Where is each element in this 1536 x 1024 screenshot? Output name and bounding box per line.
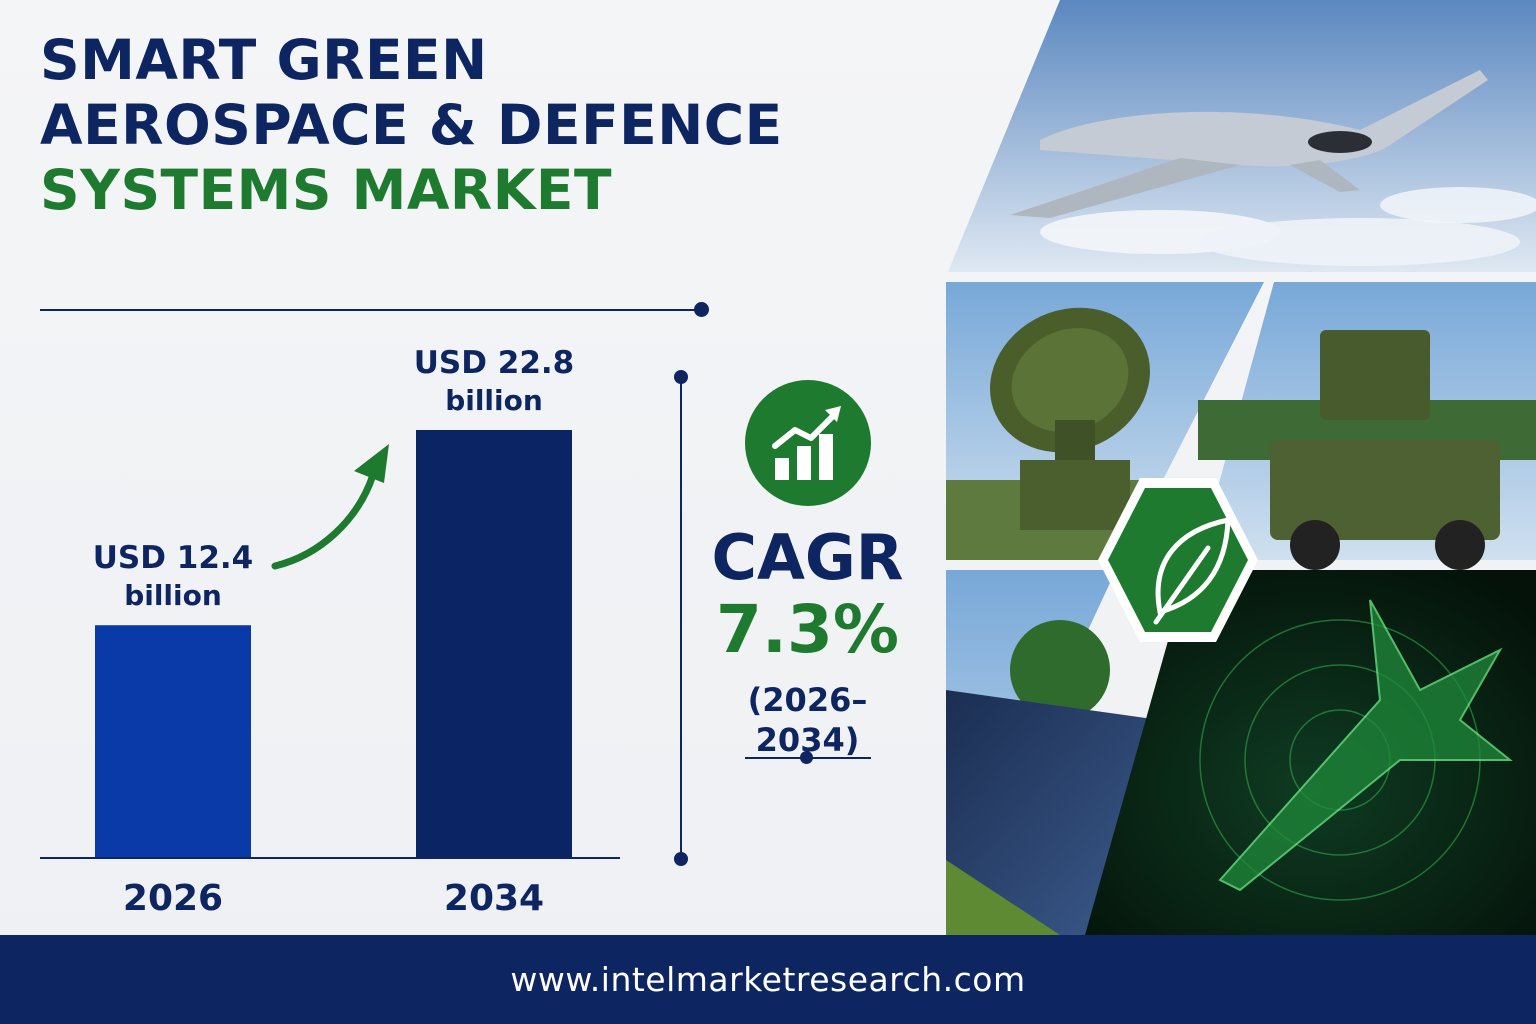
value-label-2034-unit: billion (445, 384, 543, 417)
title-divider (40, 309, 702, 311)
title-divider-dot (694, 302, 709, 317)
digital-jet-hologram-image (1085, 570, 1536, 935)
value-label-2026-unit: billion (124, 579, 222, 612)
growth-chart-icon (745, 380, 871, 506)
military-vehicle-image (1198, 282, 1536, 570)
drone-aircraft-image (948, 0, 1536, 272)
image-collage (946, 0, 1536, 935)
cagr-period: (2026–2034) (747, 681, 868, 759)
cagr-divider-dot (800, 751, 813, 764)
value-label-2026-amount: USD 12.4 (93, 540, 254, 576)
vertical-divider (680, 377, 682, 859)
leaf-icon (1098, 478, 1258, 642)
vertical-divider-top-dot (674, 370, 688, 384)
cagr-value: 7.3% (715, 591, 900, 668)
title-line-2: AEROSPACE & DEFENCE (40, 93, 783, 157)
footer-url-link[interactable]: www.intelmarketresearch.com (510, 960, 1026, 999)
bar-2034 (416, 430, 572, 858)
bar-2026 (95, 625, 251, 858)
footer: www.intelmarketresearch.com (0, 935, 1536, 1024)
vertical-divider-bottom-dot (674, 852, 688, 866)
bar-chart: USD 12.4 billion USD 22.8 billion 2026 2… (40, 345, 620, 919)
title-line-3: SYSTEMS MARKET (40, 158, 612, 222)
cagr-label: CAGR (711, 521, 904, 594)
page-title: SMART GREEN AEROSPACE & DEFENCE SYSTEMS … (40, 28, 783, 223)
title-line-1: SMART GREEN (40, 28, 488, 92)
value-label-2034-amount: USD 22.8 (414, 345, 575, 381)
x-tick-label-2034: 2034 (444, 878, 544, 919)
growth-arrow-icon (271, 444, 389, 570)
x-tick-label-2026: 2026 (123, 878, 223, 919)
